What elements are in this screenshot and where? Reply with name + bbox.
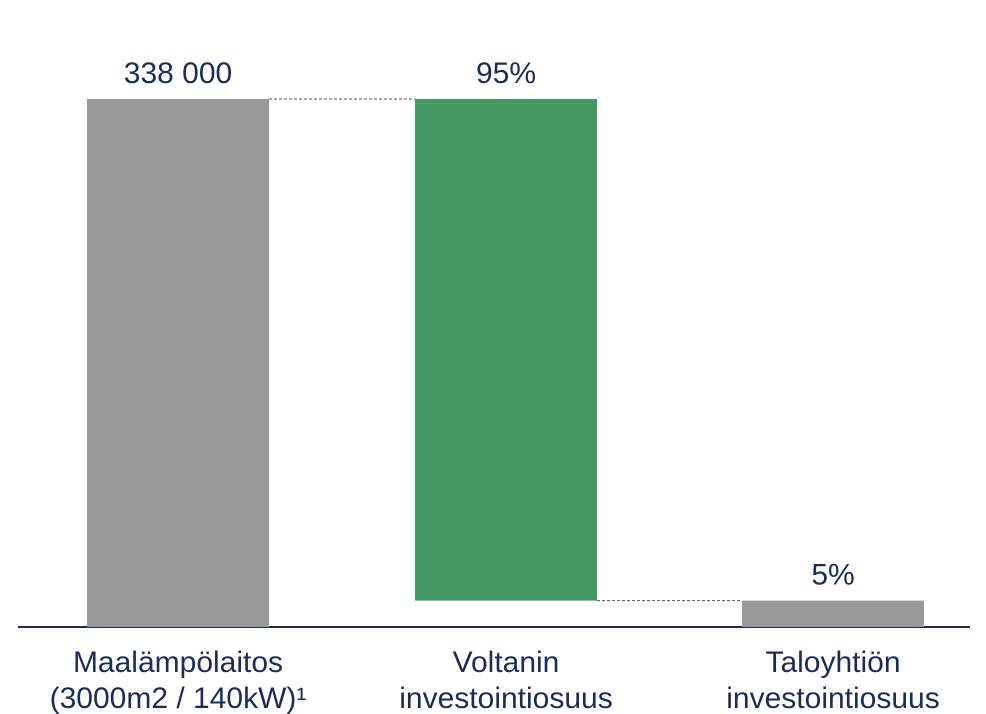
value-label: 5% [811, 559, 854, 592]
x-tick-label: Voltanin [453, 646, 560, 679]
x-tick-label: investointiosuus [726, 682, 939, 714]
x-tick-label: (3000m2 / 140kW)¹ [50, 682, 307, 714]
x-tick-label: Maalämpölaitos [73, 646, 283, 679]
value-label: 338 000 [124, 57, 232, 90]
bar [742, 600, 924, 627]
x-tick-label: Taloyhtiön [765, 646, 900, 679]
bar [415, 99, 597, 601]
x-tick-label: investointiosuus [399, 682, 612, 714]
value-label: 95% [476, 57, 536, 90]
bar [87, 99, 269, 627]
